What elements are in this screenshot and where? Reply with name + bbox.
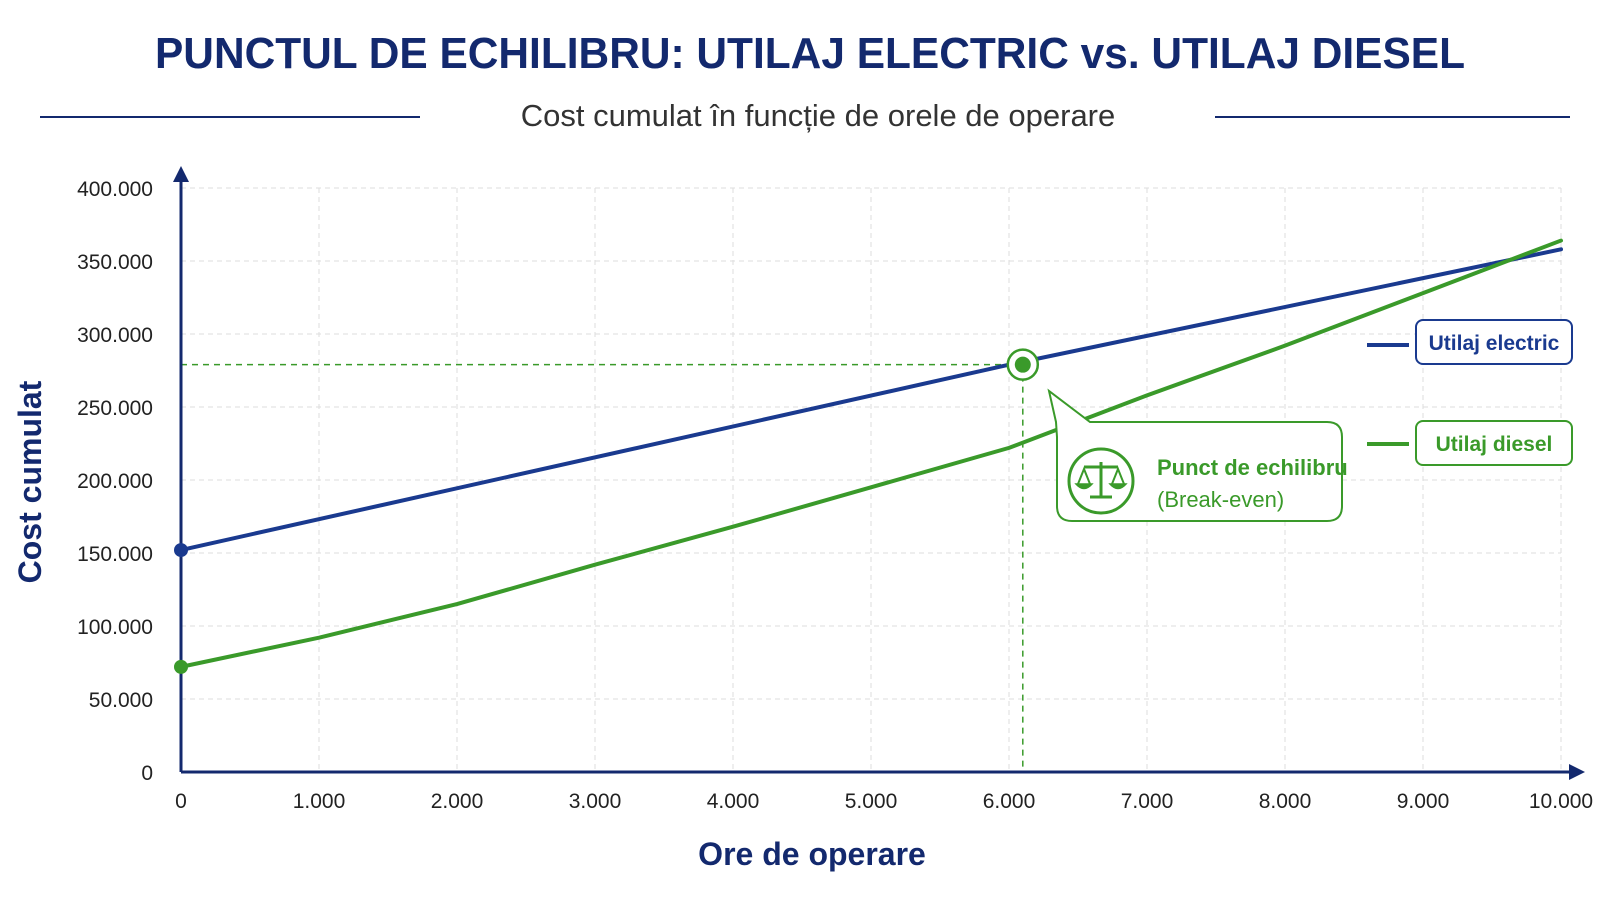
break-even-point xyxy=(1014,356,1031,373)
x-tick-label: 1.000 xyxy=(293,790,346,813)
legend-diesel-box xyxy=(1415,420,1573,466)
break-even-callout: Punct de echilibru (Break-even) xyxy=(1047,388,1348,522)
x-tick-label: 4.000 xyxy=(707,790,760,813)
callout-subtitle: (Break-even) xyxy=(1157,487,1284,512)
x-tick-label: 8.000 xyxy=(1259,790,1312,813)
y-tick-label: 150.000 xyxy=(77,543,153,566)
callout-title: Punct de echilibru xyxy=(1157,455,1348,480)
axes xyxy=(173,166,1585,780)
x-tick-label: 5.000 xyxy=(845,790,898,813)
x-tick-label: 10.000 xyxy=(1529,790,1593,813)
markers xyxy=(174,348,1040,674)
x-tick-label: 0 xyxy=(175,790,187,813)
chart-title: PUNCTUL DE ECHILIBRU: UTILAJ ELECTRIC vs… xyxy=(155,29,1465,78)
y-tick-label: 200.000 xyxy=(77,470,153,493)
y-tick-label: 0 xyxy=(141,762,153,785)
diesel-start-point xyxy=(174,659,188,674)
y-axis-arrow xyxy=(173,166,189,182)
grid xyxy=(181,187,1562,772)
diesel-line xyxy=(179,238,1563,669)
balance-scale-icon xyxy=(1067,447,1135,515)
legend-diesel-label: Utilaj diesel xyxy=(1436,433,1553,456)
y-tick-label: 350.000 xyxy=(77,251,153,274)
x-tick-labels: 0 1.000 2.000 3.000 4.000 5.000 6.000 7.000 8.00… xyxy=(175,790,1593,813)
y-axis-title: Cost cumulat xyxy=(12,380,48,583)
y-tick-labels: 0 50.000 100.000 150.000 200.000 250.000 300.0… xyxy=(77,178,153,785)
x-axis-arrow xyxy=(1569,764,1585,780)
x-tick-label: 3.000 xyxy=(569,790,622,813)
y-tick-label: 100.000 xyxy=(77,616,153,639)
chart-subtitle: Cost cumulat în funcție de orele de oper… xyxy=(521,98,1116,133)
x-axis-title: Ore de operare xyxy=(698,836,926,872)
y-tick-label: 50.000 xyxy=(89,689,153,712)
legend-electric-label: Utilaj electric xyxy=(1429,332,1560,355)
x-tick-label: 2.000 xyxy=(431,790,484,813)
x-tick-label: 7.000 xyxy=(1121,790,1174,813)
x-tick-label: 6.000 xyxy=(983,790,1036,813)
callout-box xyxy=(1047,388,1343,522)
break-even-guides xyxy=(181,363,1024,772)
legend-electric-box xyxy=(1415,319,1573,365)
legend: Utilaj electric Utilaj diesel xyxy=(1367,319,1573,466)
y-tick-label: 400.000 xyxy=(77,178,153,201)
y-tick-label: 250.000 xyxy=(77,397,153,420)
x-tick-label: 9.000 xyxy=(1397,790,1450,813)
electric-start-point xyxy=(174,543,188,558)
y-tick-label: 300.000 xyxy=(77,324,153,347)
